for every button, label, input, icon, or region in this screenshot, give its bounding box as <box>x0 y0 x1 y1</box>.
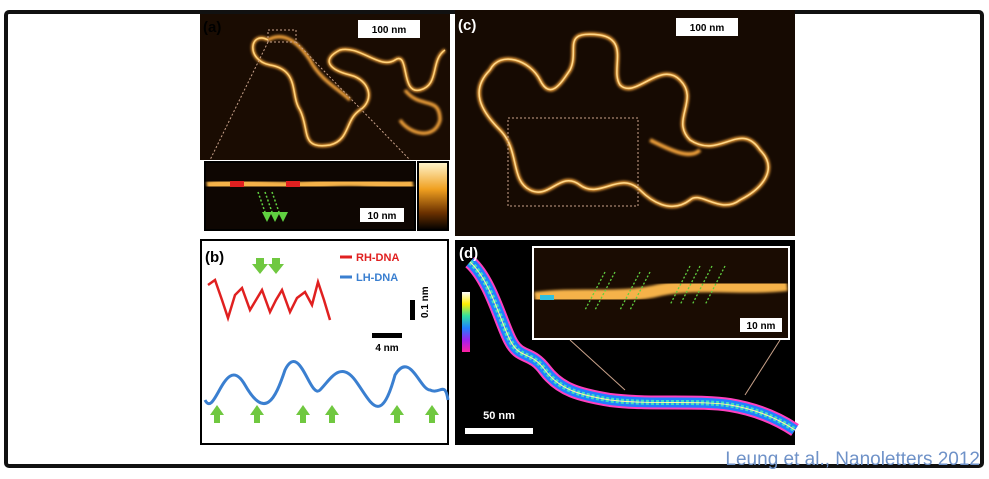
marker <box>286 181 300 187</box>
scale-label: 4 nm <box>375 343 398 354</box>
scale-bar <box>465 428 533 434</box>
scale-bar <box>410 300 415 320</box>
scale-label: 10 nm <box>368 211 397 222</box>
color-bar <box>462 292 470 352</box>
scale-label: 100 nm <box>690 23 725 34</box>
figure: 100 nm (a) 10 nm 100 nm (c) (b) <box>0 0 989 474</box>
panel-c: 100 nm (c) <box>455 10 795 236</box>
panel-label: (c) <box>458 17 476 34</box>
scale-label: 0.1 nm <box>420 286 431 318</box>
panel-label: (d) <box>459 245 478 262</box>
scale-label: 10 nm <box>747 321 776 332</box>
marker <box>230 181 244 187</box>
panel-a: 100 nm (a) 10 nm <box>200 14 450 230</box>
marker <box>540 295 554 300</box>
color-bar <box>418 162 448 230</box>
afm-image <box>455 10 795 236</box>
panel-d: 10 nm 50 nm (d) <box>455 240 795 445</box>
legend-label: LH-DNA <box>356 272 398 284</box>
panel-b: (b) RH-DNA LH-DNA 0.1 nm 4 nm <box>201 240 448 444</box>
panel-label: (b) <box>205 249 224 266</box>
panel-frame <box>201 240 448 444</box>
legend-label: RH-DNA <box>356 252 399 264</box>
scale-label: 50 nm <box>483 410 515 422</box>
scale-bar <box>372 333 402 338</box>
citation: Leung et al., Nanoletters 2012 <box>725 449 980 470</box>
scale-label: 100 nm <box>372 25 407 36</box>
page: {"panels": [ {"label": "(a)", "scale_bar… <box>0 0 989 474</box>
panel-label: (a) <box>203 19 221 36</box>
